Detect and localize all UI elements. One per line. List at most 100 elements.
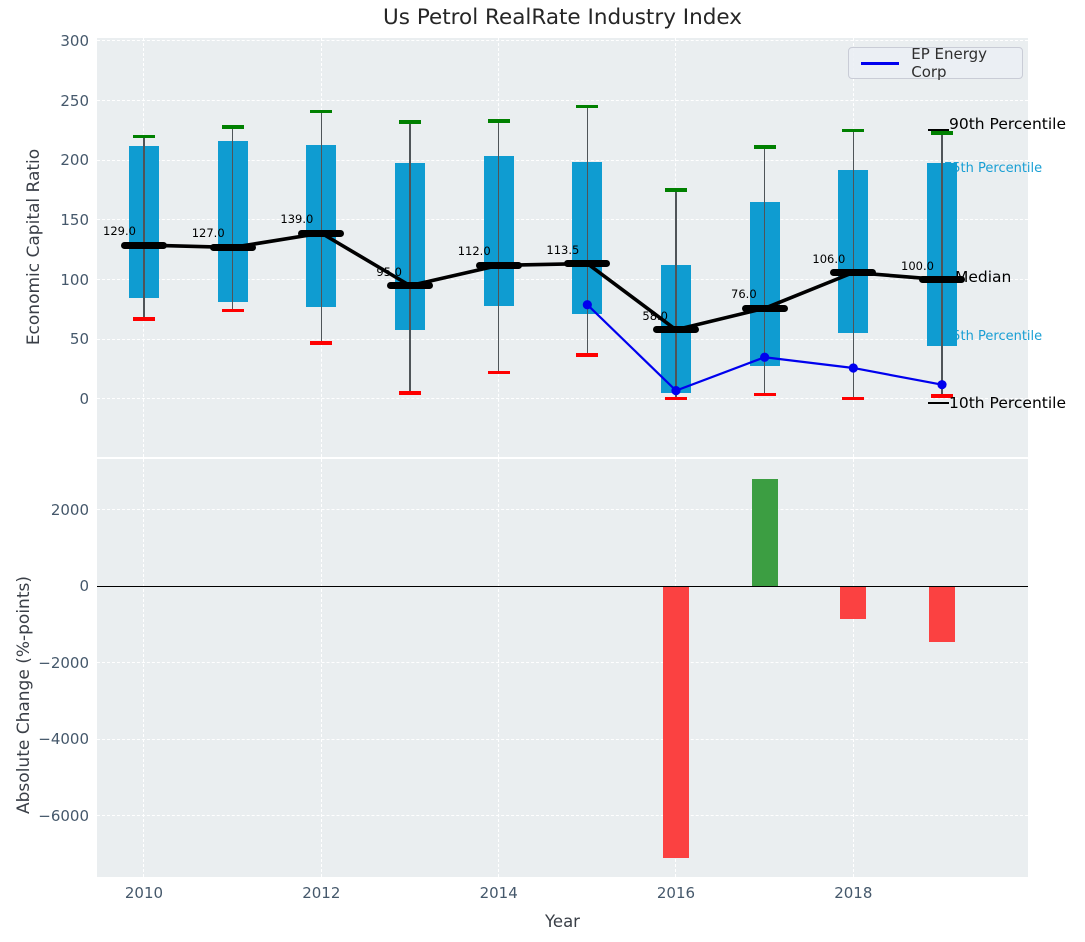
cap-90th-2017 [753,145,776,149]
median-capsule-2018 [830,269,877,276]
bottom-y-tick-0: 0 [79,577,89,596]
top-y-tick-150: 150 [60,210,89,229]
top-y-tick-250: 250 [60,91,89,110]
x-tick-2010: 2010 [124,884,164,902]
grid-line-v [143,459,145,877]
grid-line-h [97,278,1028,280]
bottom-y-tick--4000: −4000 [38,730,89,749]
median-capsule-2012 [298,229,345,237]
cap-90th-2011 [221,125,244,129]
top-y-tick-100: 100 [60,270,89,289]
median-value-label-2014: 112.0 [457,244,491,259]
whisker-2017 [763,147,766,395]
x-tick-2018: 2018 [834,884,873,902]
median-capsule-2010 [120,241,167,249]
whisker-2010 [143,136,145,320]
median-capsule-2011 [209,243,256,251]
change-bar-2018 [840,586,867,619]
median-trend-line [143,231,943,332]
x-axis-label: Year [545,912,580,931]
median-capsule-2017 [741,304,788,312]
ep-energy-marker [582,300,592,310]
median-labels-layer: 129.0 127.0 139.0 95.0 112.0 113.5 58.0 76.0 106… [97,38,1028,457]
cap-90th-2013 [398,120,421,124]
cap-90th-2014 [487,119,510,123]
median-and-ep-lines [143,231,947,396]
x-tick-2016: 2016 [656,884,696,902]
top-boxes-layer [97,38,1028,457]
legend-line-sample [861,61,900,65]
legend-label: EP Energy Corp [911,45,988,81]
cap-10th-2019 [930,394,953,398]
grid-line-h [97,509,1028,511]
median-capsule-2013 [386,282,433,290]
ep-energy-marker [937,380,947,390]
median-value-label-2018: 106.0 [812,251,846,266]
grid-line-h [97,815,1028,817]
grid-line-h [97,159,1028,161]
annotation-median: Median [955,268,1012,286]
cap-10th-2017 [753,392,776,396]
zero-line [97,585,1028,588]
grid-line-v [497,459,499,877]
grid-line-h [97,662,1028,664]
whisker-2011 [231,126,234,311]
cap-10th-2014 [487,371,510,375]
top-y-tick-300: 300 [60,31,89,50]
whisker-2015 [586,106,589,355]
grid-line-v [852,459,854,877]
top-y-tick-50: 50 [69,330,89,349]
bottom-bars-layer [97,459,1028,877]
x-tick-2012: 2012 [302,884,341,902]
median-value-label-2013: 95.0 [376,264,402,279]
leader-line-90th [928,129,949,131]
annotation-10th-percentile: 10th Percentile [949,394,1067,412]
grid-line-h [97,40,1028,42]
median-value-label-2010: 129.0 [103,224,136,239]
grid-line-h [97,99,1028,101]
top-y-axis-label: Economic Capital Ratio [24,148,44,346]
cap-10th-2018 [842,396,865,401]
cap-90th-2012 [310,109,333,114]
bottom-y-tick--6000: −6000 [38,806,89,825]
grid-line-h [97,219,1028,221]
bottom-y-axis-label: Absolute Change (%-points) [14,576,34,814]
cap-10th-2010 [132,317,155,321]
annotation-90th-percentile: 90th Percentile [949,115,1067,133]
whisker-2016 [675,190,677,399]
cap-10th-2015 [576,353,599,357]
x-tick-2014: 2014 [479,884,518,902]
median-value-label-2017: 76.0 [731,287,757,302]
bottom-plot-area [97,459,1028,877]
ep-energy-marker [848,363,858,373]
cap-10th-2012 [310,341,333,345]
annotation-25th-percentile: 25th Percentile [944,329,1043,344]
whisker-2013 [409,122,411,394]
median-value-label-2016: 58.0 [642,308,668,323]
change-bar-2019 [928,586,955,642]
change-bar-2017 [751,479,778,587]
top-plot-area: 75th Percentile 25th Percentile 129.0 127… [97,38,1042,457]
cap-90th-2016 [664,188,687,192]
whisker-2012 [320,111,323,343]
bottom-y-tick--2000: −2000 [38,653,89,672]
median-value-label-2019: 100.0 [901,258,934,273]
cap-10th-2011 [221,308,244,313]
whisker-2014 [497,120,500,373]
median-capsule-2019 [918,276,965,284]
median-value-label-2015: 113.5 [546,242,580,257]
median-capsule-2016 [652,326,699,334]
annotation-75th-percentile: 75th Percentile [944,161,1043,176]
ep-energy-marker [760,352,770,362]
whisker-2018 [852,130,855,399]
median-capsule-2014 [475,261,522,269]
cap-10th-2016 [664,396,687,401]
leader-line-10th [928,402,949,404]
median-value-label-2012: 139.0 [280,212,314,227]
grid-line-h [97,398,1028,400]
cap-90th-2015 [576,104,599,109]
change-bar-2016 [662,586,689,859]
cap-90th-2019 [930,131,953,135]
grid-line-h [97,338,1028,340]
